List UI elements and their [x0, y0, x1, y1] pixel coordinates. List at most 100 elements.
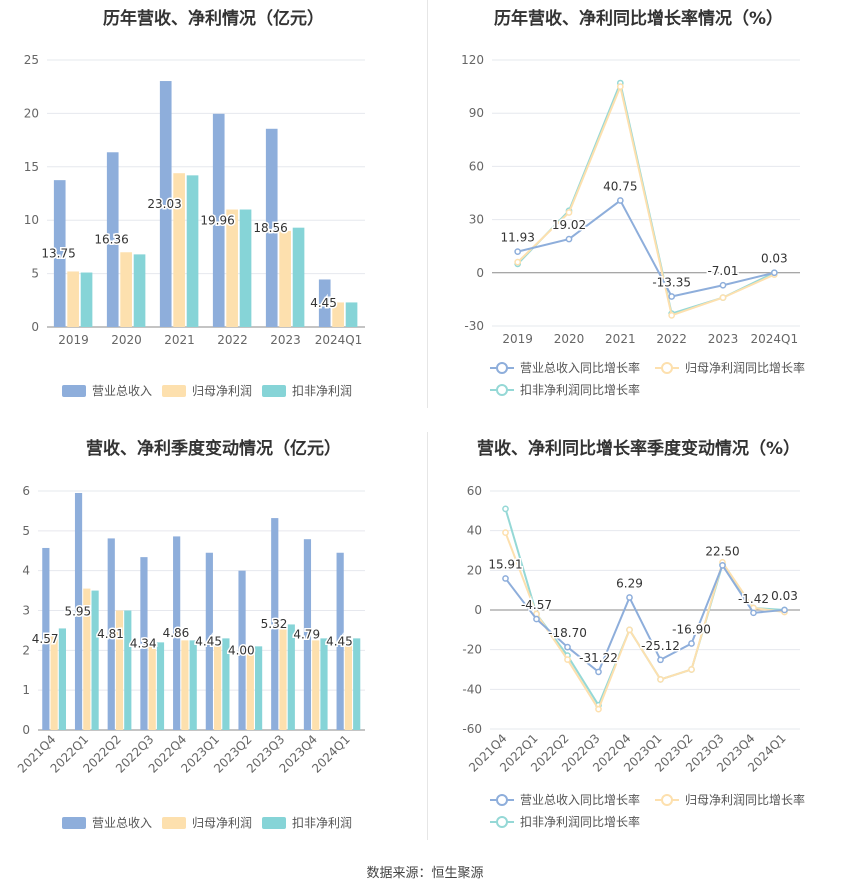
bar-deducted-profit: [239, 209, 252, 327]
legend-label: 归母净利润同比增长率: [685, 360, 805, 375]
legend-label: 营业总收入同比增长率: [520, 792, 640, 807]
data-label: -18.70: [548, 626, 587, 640]
data-label: 22.50: [705, 544, 739, 558]
data-label: 18.56: [253, 221, 287, 235]
legend-swatch: [262, 817, 286, 829]
data-point: [616, 83, 624, 90]
data-point: [719, 294, 727, 301]
y-tick-label: 90: [469, 106, 484, 120]
legend-label: 扣非净利润同比增长率: [520, 814, 640, 829]
data-point: [719, 281, 727, 289]
legend-label: 营业总收入同比增长率: [520, 360, 640, 375]
annual-line-chart: -30 0 30 60 90 120 2019 2020 2021 2022 2023 2024Q1 1…: [461, 53, 805, 397]
x-tick-label: 2024Q1: [751, 332, 799, 346]
bar-revenue: [205, 552, 213, 730]
bar-revenue: [106, 152, 119, 327]
data-point: [533, 615, 540, 623]
legend-marker: [661, 794, 673, 806]
bar-revenue: [265, 128, 278, 327]
bar-net-profit: [246, 646, 254, 730]
y-tick-label: 0: [31, 320, 39, 334]
annual-bar-chart: 0 5 10 15 20 25 2019 2020 2021 2022 2023 2024Q1 13.7…: [24, 53, 365, 398]
series-line-net-profit: [504, 532, 785, 712]
y-tick-label: 1: [22, 683, 30, 697]
data-point: [564, 656, 571, 663]
bar-deducted-profit: [133, 254, 146, 327]
bar-deducted-profit: [186, 175, 199, 327]
bar-revenue: [318, 279, 331, 327]
x-tick-label: 2019: [502, 332, 533, 346]
bar-deducted-profit: [353, 638, 361, 730]
bar-net-profit: [181, 640, 189, 730]
data-label: 4.79: [293, 628, 320, 642]
data-label: 23.03: [147, 197, 181, 211]
data-label: 5.32: [261, 617, 288, 631]
bar-net-profit: [115, 610, 124, 730]
bar-revenue: [140, 557, 148, 730]
data-point: [502, 575, 509, 582]
data-label: -4.57: [521, 598, 552, 612]
data-point: [626, 626, 633, 634]
data-label: 16.36: [94, 233, 128, 247]
y-tick-label: 2: [22, 643, 30, 657]
data-label: 4.45: [326, 634, 353, 648]
y-tick-label: 20: [467, 563, 482, 577]
y-tick-label: 5: [31, 267, 39, 281]
legend-swatch: [62, 385, 86, 397]
bar-net-profit: [148, 646, 156, 730]
x-tick-label: 2019: [58, 333, 89, 347]
data-label: 4.45: [310, 296, 337, 310]
data-point: [657, 656, 664, 664]
data-label: 4.86: [163, 626, 190, 640]
bar-net-profit: [173, 173, 185, 327]
bar-net-profit: [344, 642, 353, 730]
y-tick-label: 3: [22, 604, 30, 618]
y-tick-label: 60: [467, 484, 482, 498]
data-point: [565, 209, 573, 216]
y-tick-label: 10: [24, 213, 39, 227]
data-label: 0.03: [761, 252, 788, 266]
annual-bar-panel: 历年营收、净利情况（亿元） 0 5 10 15 20 25 2019 2020 2021 2022…: [0, 0, 427, 420]
annual-line-panel: 历年营收、净利同比增长率情况（%） -30 0 30 60 90 120 2019 2020 2…: [427, 0, 850, 420]
bar-net-profit: [312, 640, 320, 730]
x-tick-label: 2024Q1: [315, 333, 363, 347]
legend-swatch: [262, 385, 286, 397]
bar-net-profit: [332, 302, 344, 327]
bar-revenue: [238, 570, 246, 730]
bar-revenue: [159, 81, 172, 327]
data-label: 4.45: [195, 634, 222, 648]
legend-marker: [496, 362, 508, 374]
data-point: [502, 505, 509, 513]
data-label: 5.95: [64, 604, 91, 618]
legend-swatch: [162, 817, 186, 829]
data-label: -25.12: [641, 639, 680, 653]
data-point: [502, 529, 509, 537]
legend-swatch: [162, 385, 186, 397]
quarter-line-panel: 营收、净利同比增长率季度变动情况（%） -60 -40 -20 0 20 40 60 2021…: [427, 430, 850, 850]
x-tick-label: 2023: [708, 332, 739, 346]
bar-deducted-profit: [91, 590, 99, 730]
legend-label: 扣非净利润: [292, 816, 352, 830]
data-point: [719, 562, 726, 569]
x-tick-label: 2020: [111, 333, 142, 347]
data-point: [668, 312, 676, 319]
bar-deducted-profit: [292, 227, 305, 327]
legend-label: 归母净利润同比增长率: [685, 792, 805, 807]
data-label: 19.96: [200, 213, 234, 227]
chart-title: 历年营收、净利同比增长率情况（%）: [493, 9, 784, 29]
data-point: [595, 705, 602, 713]
data-point: [514, 258, 522, 266]
bar-revenue: [271, 518, 279, 730]
bar-revenue: [53, 180, 66, 327]
data-point: [626, 594, 633, 601]
y-tick-label: 0: [22, 723, 30, 737]
bar-deducted-profit: [156, 642, 165, 730]
quarter-bar-panel: 营收、净利季度变动情况（亿元） 0 1 2 3 4 5 6 2021Q4 2022Q1 2022Q…: [0, 430, 427, 850]
y-tick-label: 30: [469, 213, 484, 227]
quarter-bar-chart: 01234562021Q42022Q12022Q22022Q32022Q4202…: [15, 484, 365, 830]
bar-deducted-profit: [80, 272, 93, 327]
chart-title: 历年营收、净利情况（亿元）: [103, 9, 324, 29]
bar-revenue: [336, 552, 344, 730]
bar-deducted-profit: [58, 628, 66, 730]
data-point: [750, 609, 757, 617]
